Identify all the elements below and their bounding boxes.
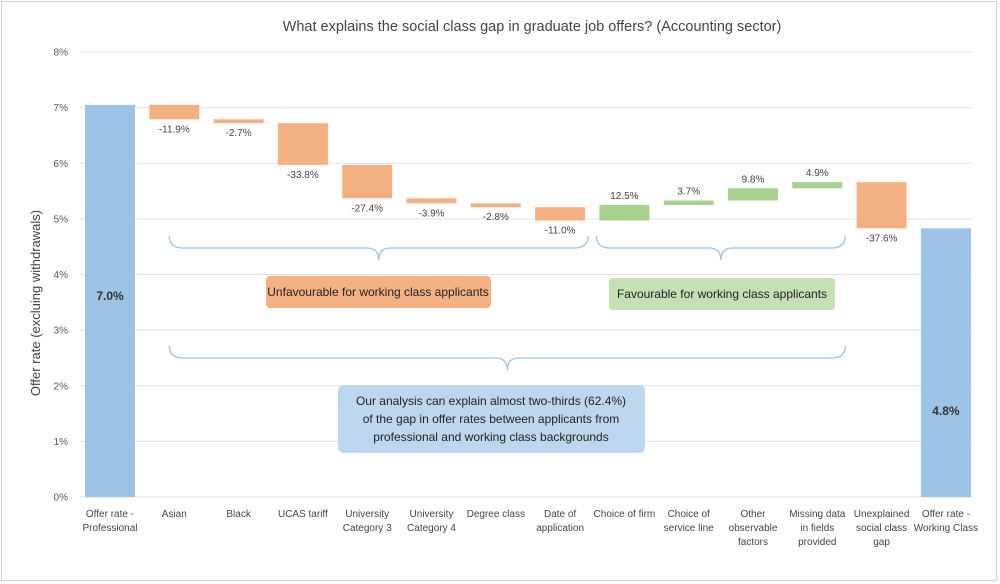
bar-step — [599, 204, 650, 221]
bar-end-total — [920, 228, 971, 498]
data-label-step: 4.9% — [806, 168, 829, 179]
data-label-start: 7.0% — [96, 289, 124, 303]
category-label: Black — [226, 509, 251, 520]
category-label: Asian — [162, 509, 187, 520]
data-label-step: 3.7% — [677, 187, 700, 198]
y-tick-label: 2% — [54, 381, 69, 392]
bar-step — [470, 203, 521, 208]
y-tick-label: 6% — [54, 159, 69, 170]
grid-lines — [80, 51, 972, 498]
y-tick-label: 8% — [54, 48, 69, 59]
annotation-braces — [168, 235, 846, 371]
bar-step — [277, 123, 328, 165]
category-label: Choice of service line — [664, 509, 714, 534]
category-label: Offer rate -Working Class — [914, 509, 978, 534]
data-label-step: 9.8% — [742, 174, 765, 185]
bar-step — [213, 119, 264, 124]
data-label-step: -3.9% — [418, 208, 444, 219]
data-labels: 7.0% -11.9% -2.7% -33.8% -27.4% -3.9% -2.8% -11… — [96, 124, 960, 418]
brace-unfavourable — [168, 235, 589, 261]
brace-favourable — [595, 235, 846, 261]
data-label-step: -2.8% — [483, 212, 509, 223]
category-label: Missing data in fields provided — [789, 509, 846, 548]
bar-start-total — [85, 104, 135, 497]
bars — [85, 104, 971, 498]
bar-step — [406, 198, 457, 204]
y-axis-ticks: 0% 1% 2% 3% 4% 5% 6% 7% 8% — [54, 48, 69, 504]
category-label: Date of application — [536, 509, 584, 534]
data-label-step: -37.6% — [866, 233, 898, 244]
brace-summary — [168, 345, 846, 371]
bar-step — [342, 164, 393, 199]
bar-step — [856, 182, 907, 229]
y-tick-label: 7% — [54, 103, 69, 114]
y-tick-label: 0% — [54, 493, 69, 504]
y-tick-label: 3% — [54, 326, 69, 337]
favourable-box — [609, 278, 835, 310]
chart-title: What explains the social class gap in gr… — [283, 19, 782, 35]
category-labels: Offer rate -Professional Asian Black UCAS t… — [82, 509, 978, 548]
data-label-step: -11.9% — [159, 124, 190, 135]
unfavourable-annotation: Unfavourable for working class applicant… — [266, 276, 491, 308]
summary-box — [338, 385, 645, 453]
category-label: Unexplained social class gap — [854, 509, 910, 548]
summary-annotation: Our analysis can explain almost two-thir… — [338, 385, 645, 453]
summary-line-3: professional and working class backgroun… — [373, 430, 608, 444]
data-label-step: -11.0% — [545, 226, 576, 237]
summary-line-2: of the gap in offer rates between applic… — [363, 412, 620, 426]
summary-line-1: Our analysis can explain almost two-thir… — [356, 394, 626, 408]
data-label-step: -33.8% — [287, 170, 319, 181]
category-label: Degree class — [467, 509, 525, 520]
bar-step — [792, 182, 843, 189]
y-tick-label: 5% — [54, 214, 69, 225]
bar-step — [149, 104, 200, 120]
category-label: University Category 3 — [343, 509, 392, 534]
bar-step — [728, 188, 778, 201]
y-tick-label: 4% — [54, 270, 69, 281]
category-label: Other observable factors — [729, 509, 778, 548]
category-label: UCAS tariff — [278, 509, 328, 520]
unfavourable-label: Unfavourable for working class applicant… — [267, 285, 488, 299]
category-label: University Category 4 — [407, 509, 456, 534]
data-label-step: 12.5% — [610, 191, 638, 202]
favourable-label: Favourable for working class applicants — [617, 287, 827, 301]
bar-step — [535, 207, 586, 221]
y-axis-label: Offer rate (excluing withdrawals) — [28, 210, 43, 396]
data-label-step: -2.7% — [226, 128, 252, 139]
favourable-annotation: Favourable for working class applicants — [609, 278, 835, 310]
y-tick-label: 1% — [54, 437, 69, 448]
bar-step — [663, 200, 714, 205]
category-label: Offer rate -Professional — [82, 509, 137, 534]
category-label: Choice of firm — [594, 509, 656, 520]
unfavourable-box — [266, 276, 491, 308]
data-label-step: -27.4% — [351, 203, 383, 214]
data-label-end: 4.8% — [932, 404, 960, 418]
